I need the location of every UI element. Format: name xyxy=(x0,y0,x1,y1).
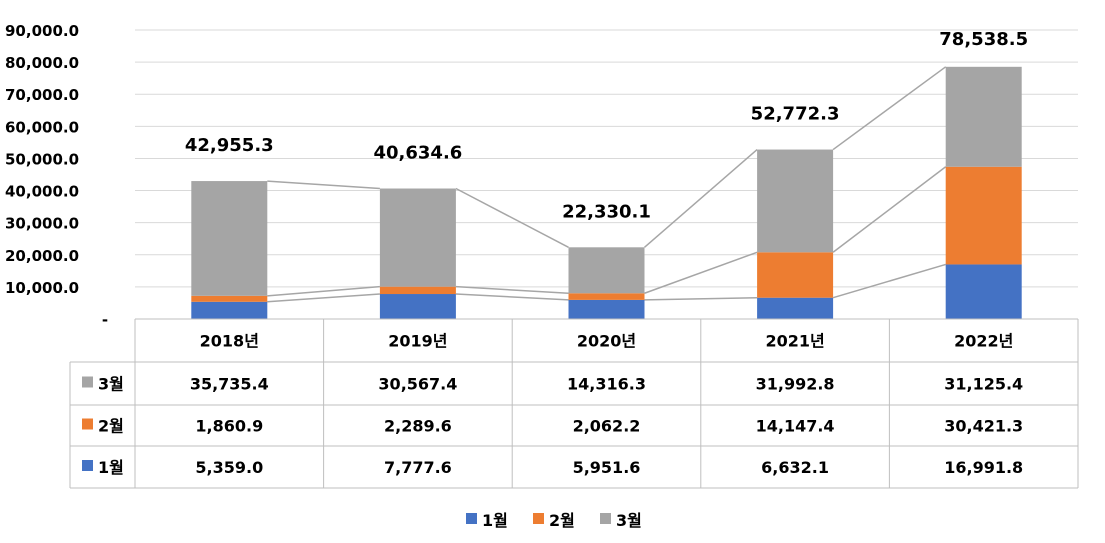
table-cell-value: 5,951.6 xyxy=(573,458,641,477)
series-line xyxy=(455,285,569,295)
series-line xyxy=(832,263,946,299)
y-tick-label: 50,000.0 xyxy=(5,150,79,168)
category-label: 2021년 xyxy=(765,332,824,351)
total-label: 52,772.3 xyxy=(751,104,840,125)
series-line xyxy=(267,180,380,190)
series-line xyxy=(644,148,758,248)
legend-label: 3월 xyxy=(616,511,642,530)
bar-segment xyxy=(379,294,456,319)
table-cell-value: 31,992.8 xyxy=(756,375,835,394)
table-cell-value: 31,125.4 xyxy=(944,375,1023,394)
category-label: 2020년 xyxy=(577,332,636,351)
table-cell-value: 30,567.4 xyxy=(378,375,457,394)
bar-segment xyxy=(945,264,1022,319)
data-table: 2018년 2019년 2020년 2021년 2022년 3월 35,735.4 30,56… xyxy=(69,318,1079,489)
y-tick-label: 80,000.0 xyxy=(5,54,79,72)
bar-segment xyxy=(191,181,268,296)
table-cell-value: 2,289.6 xyxy=(384,417,452,436)
table-cell-value: 30,421.3 xyxy=(944,417,1023,436)
table-cell-value: 16,991.8 xyxy=(944,458,1023,477)
bar-segment xyxy=(191,301,268,319)
gridlines xyxy=(135,29,1078,288)
y-axis-ticks: - 10,000.0 20,000.0 30,000.0 40,000.0 50,000.… xyxy=(5,22,108,329)
total-label: 22,330.1 xyxy=(562,201,651,222)
series-line xyxy=(832,166,947,253)
table-legend-swatch xyxy=(82,376,93,388)
series-line xyxy=(455,187,569,248)
bar-segment xyxy=(757,297,834,319)
legend: 1월 2월 3월 xyxy=(466,511,642,530)
total-label: 78,538.5 xyxy=(939,29,1028,50)
series-line xyxy=(644,296,758,301)
series-line xyxy=(267,293,380,303)
y-tick-label: 40,000.0 xyxy=(5,183,79,201)
bar-segment xyxy=(379,188,456,287)
bar-segment xyxy=(191,295,268,302)
legend-label: 2월 xyxy=(549,511,575,530)
bar-segment xyxy=(945,66,1022,167)
table-cell-value: 14,147.4 xyxy=(756,417,835,436)
y-tick-label: 20,000.0 xyxy=(5,247,79,265)
series-line xyxy=(832,66,947,151)
legend-label: 1월 xyxy=(482,511,508,530)
y-tick-label: 70,000.0 xyxy=(5,86,79,104)
legend-swatch xyxy=(466,513,477,524)
series-lines xyxy=(267,66,947,303)
category-label: 2022년 xyxy=(954,332,1013,351)
table-cell-value: 6,632.1 xyxy=(761,458,829,477)
total-labels: 42,955.3 40,634.6 22,330.1 52,772.3 78,538.5 xyxy=(185,29,1028,222)
bar-segment xyxy=(757,149,834,253)
bar-segment xyxy=(945,166,1022,265)
legend-swatch xyxy=(533,513,544,524)
series-line xyxy=(455,293,569,301)
table-cell-value: 7,777.6 xyxy=(384,458,452,477)
category-label: 2018년 xyxy=(200,332,259,351)
bars xyxy=(191,66,1022,319)
series-line xyxy=(644,251,758,294)
bar-segment xyxy=(379,286,456,295)
bar-segment xyxy=(568,247,645,294)
total-label: 40,634.6 xyxy=(373,143,462,164)
y-tick-label: 60,000.0 xyxy=(5,118,79,136)
table-series-name: 3월 xyxy=(98,375,124,394)
series-line xyxy=(267,285,380,297)
total-label: 42,955.3 xyxy=(185,135,274,156)
y-tick-label: 90,000.0 xyxy=(5,22,79,40)
y-tick-label: 30,000.0 xyxy=(5,215,79,233)
category-label: 2019년 xyxy=(388,332,447,351)
bar-segment xyxy=(568,293,645,300)
table-cell-value: 35,735.4 xyxy=(190,375,269,394)
table-cell-value: 5,359.0 xyxy=(195,458,263,477)
table-series-name: 2월 xyxy=(98,417,124,436)
table-legend-swatch xyxy=(82,460,93,471)
table-cell-value: 2,062.2 xyxy=(573,417,641,436)
table-cell-value: 1,860.9 xyxy=(195,417,263,436)
table-cell-value: 14,316.3 xyxy=(567,375,646,394)
bar-segment xyxy=(568,299,645,319)
bar-segment xyxy=(757,252,834,298)
table-series-name: 1월 xyxy=(98,458,124,477)
table-legend-swatch xyxy=(82,418,93,430)
y-tick-label: - xyxy=(102,311,108,329)
legend-swatch xyxy=(600,513,611,524)
y-tick-label: 10,000.0 xyxy=(5,279,79,297)
